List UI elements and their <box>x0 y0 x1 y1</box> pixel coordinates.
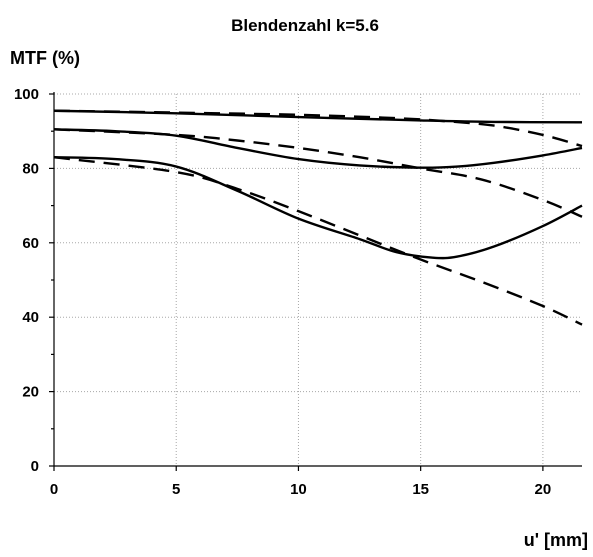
y-tick-label: 80 <box>22 160 39 177</box>
x-tick-label: 5 <box>172 481 180 498</box>
x-tick-label: 20 <box>535 481 552 498</box>
chart-title: Blendenzahl k=5.6 <box>231 16 379 35</box>
tick-labels: 0 20 40 60 80 100 0 5 10 15 20 <box>14 86 551 498</box>
x-tick-label: 10 <box>290 481 307 498</box>
mtf-curves <box>53 109 583 326</box>
y-tick-label: 0 <box>31 458 39 475</box>
mtf-curve-3-solid <box>53 128 583 169</box>
grid-lines <box>54 93 582 466</box>
y-axis-label: MTF (%) <box>10 48 80 68</box>
y-tick-label: 20 <box>22 384 39 401</box>
mtf-curve-4-dashed <box>53 128 583 218</box>
y-tick-label: 40 <box>22 309 39 326</box>
y-tick-label: 100 <box>14 86 39 103</box>
mtf-curve-2-dashed <box>53 109 583 148</box>
y-tick-label: 60 <box>22 235 39 252</box>
x-tick-label: 15 <box>412 481 429 498</box>
axes <box>49 92 582 471</box>
mtf-curve-5-solid <box>53 156 583 260</box>
mtf-curve-6-dashed <box>53 156 583 326</box>
x-tick-label: 0 <box>50 481 58 498</box>
mtf-curve-1-solid <box>53 109 583 124</box>
x-axis-label: u' [mm] <box>524 530 588 550</box>
